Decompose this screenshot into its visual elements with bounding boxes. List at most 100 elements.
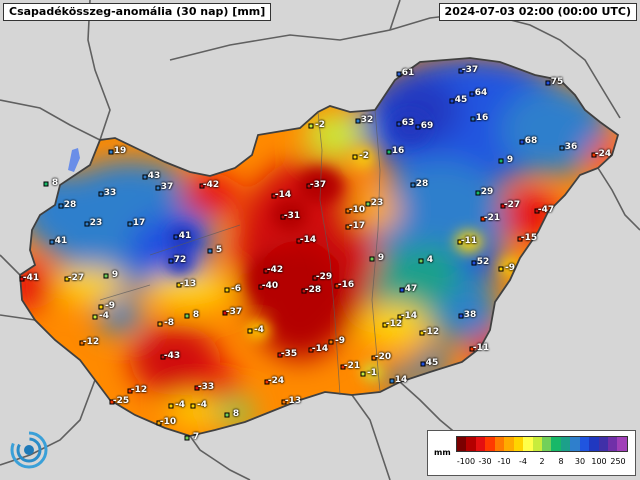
station-value: 36 [564, 142, 578, 152]
station-value: -9 [505, 263, 515, 273]
station-marker [155, 185, 161, 191]
station-marker [352, 154, 358, 160]
legend-color-swatch [551, 437, 561, 451]
station-marker [222, 310, 228, 316]
station-marker [545, 80, 551, 86]
station-marker [500, 203, 506, 209]
station-value: -27 [503, 200, 521, 210]
station-marker [360, 371, 366, 377]
station-value: 4 [426, 255, 434, 265]
station-value: -24 [267, 376, 285, 386]
map-title: Csapadékösszeg-anomália (30 nap) [mm] [3, 3, 272, 21]
station-value: -21 [343, 361, 361, 371]
station-marker [64, 276, 70, 282]
station-value: -12 [82, 337, 100, 347]
station-marker [98, 304, 104, 310]
station-marker [160, 354, 166, 360]
station-value: -29 [315, 272, 333, 282]
station-value: 9 [111, 270, 119, 280]
legend-color-swatch [466, 437, 476, 451]
station-marker [127, 388, 133, 394]
station-value: -16 [337, 280, 355, 290]
station-value: 72 [173, 255, 187, 265]
legend-color-swatch [579, 437, 590, 451]
station-value: -28 [304, 285, 322, 295]
station-marker [517, 236, 523, 242]
station-value: -12 [130, 385, 148, 395]
station-marker [345, 208, 351, 214]
station-marker [415, 124, 421, 130]
station-marker [264, 379, 270, 385]
station-value: -2 [315, 120, 325, 130]
legend-color-swatch [598, 437, 608, 451]
station-value: -1 [367, 368, 377, 378]
station-marker [184, 313, 190, 319]
station-marker [308, 347, 314, 353]
station-marker [498, 158, 504, 164]
station-marker [312, 275, 318, 281]
legend-color-swatch [541, 437, 552, 451]
station-value: -35 [280, 349, 298, 359]
station-marker [458, 313, 464, 319]
station-marker [281, 399, 287, 405]
legend-color-swatch [485, 437, 495, 451]
lake-neusiedl [68, 148, 80, 172]
legend-color-swatch [494, 437, 505, 451]
legend-color-swatch [475, 437, 486, 451]
legend-tick-label: 100 [591, 457, 607, 466]
station-value: -10 [348, 205, 366, 215]
station-marker [469, 91, 475, 97]
station-marker [345, 224, 351, 230]
station-value: -42 [202, 180, 220, 190]
station-value: -24 [594, 149, 612, 159]
station-value: 69 [420, 121, 434, 131]
legend-color-swatch [617, 437, 627, 451]
station-marker [247, 328, 253, 334]
station-marker [190, 403, 196, 409]
station-value: 64 [474, 88, 488, 98]
legend-tick-label: 250 [610, 457, 626, 466]
station-marker [184, 435, 190, 441]
station-value: 41 [178, 231, 192, 241]
station-value: -47 [537, 205, 555, 215]
station-value: -13 [179, 279, 197, 289]
station-value: -33 [197, 382, 215, 392]
met-service-logo-icon [10, 431, 48, 469]
station-value: 33 [103, 188, 117, 198]
station-value: -6 [231, 284, 241, 294]
station-value: 68 [524, 136, 538, 146]
station-marker [334, 283, 340, 289]
legend-tick-label: 30 [574, 457, 586, 466]
station-value: 45 [425, 358, 439, 368]
station-marker [49, 239, 55, 245]
map-timestamp: 2024-07-03 02:00 (00:00 UTC) [438, 3, 637, 21]
station-marker [397, 314, 403, 320]
station-marker [84, 221, 90, 227]
legend-color-swatch [608, 437, 618, 451]
station-marker [591, 152, 597, 158]
legend-tick-label: -4 [519, 457, 527, 466]
station-value: -12 [385, 319, 403, 329]
legend-color-bar [456, 436, 628, 452]
station-value: -17 [348, 221, 366, 231]
legend-color-swatch [513, 437, 524, 451]
station-marker [519, 139, 525, 145]
station-value: 28 [415, 179, 429, 189]
legend-color-swatch [532, 437, 542, 451]
station-marker [396, 71, 402, 77]
station-value: -4 [175, 400, 185, 410]
station-value: -2 [359, 151, 369, 161]
station-marker [457, 239, 463, 245]
station-value: 52 [476, 257, 490, 267]
station-marker [157, 321, 163, 327]
station-marker [396, 121, 402, 127]
station-marker [176, 282, 182, 288]
station-value: -37 [461, 65, 479, 75]
station-marker [103, 273, 109, 279]
station-marker [271, 193, 277, 199]
station-marker [399, 287, 405, 293]
station-marker [258, 284, 264, 290]
station-marker [410, 182, 416, 188]
station-value: -15 [520, 233, 538, 243]
